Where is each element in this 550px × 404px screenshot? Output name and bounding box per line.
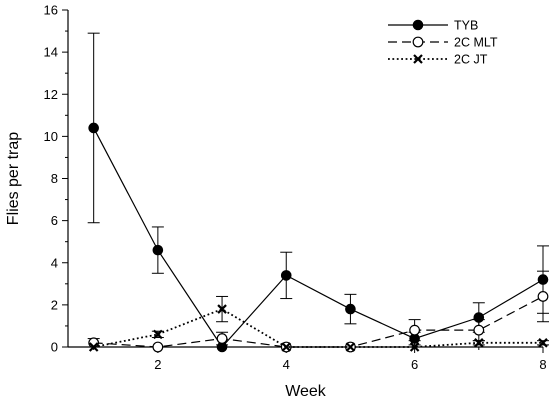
legend-marker: [413, 54, 423, 64]
legend: TYB 2C MLT 2C JT: [388, 19, 498, 67]
legend-item: 2C MLT: [388, 36, 498, 50]
y-tick-label: 0: [51, 340, 58, 355]
data-point: [474, 338, 484, 348]
data-point: [88, 342, 99, 352]
data-point: [345, 342, 356, 352]
axes: 0 2 4 6 8 10 12 14 16 2 4 6 8 Week Flies per trap: [5, 3, 547, 401]
data-point: [153, 329, 163, 340]
x-marker-stroke: [217, 304, 227, 314]
data-point: [281, 342, 292, 352]
x-marker-stroke: [413, 54, 423, 64]
legend-item: 2C JT: [388, 53, 488, 67]
data-point: [538, 338, 548, 348]
data-point: [88, 122, 99, 134]
series-tyb: [87, 32, 549, 353]
legend-marker: [412, 19, 424, 31]
series-layer: [87, 32, 549, 353]
y-tick-label: 6: [51, 213, 58, 228]
data-point: [537, 291, 549, 302]
legend-label: 2C JT: [454, 53, 488, 67]
x-tick-label: 6: [411, 357, 418, 372]
data-point: [216, 333, 228, 344]
y-tick-label: 4: [51, 255, 58, 270]
series-2c-mlt: [87, 270, 549, 353]
y-tick-label: 12: [44, 87, 58, 102]
data-point: [152, 341, 164, 353]
x-marker-stroke: [88, 342, 99, 352]
y-tick-label: 8: [51, 171, 58, 186]
series-line: [93, 295, 544, 348]
series-line: [93, 127, 544, 348]
x-marker-stroke: [153, 329, 163, 340]
x-tick-label: 2: [154, 357, 161, 372]
x-tick-label: 8: [539, 357, 546, 372]
data-point: [473, 324, 485, 336]
y-tick-label: 16: [44, 3, 58, 18]
x-marker-stroke: [281, 342, 292, 352]
y-axis-title: Flies per trap: [5, 132, 22, 225]
data-point: [152, 244, 164, 256]
legend-item: TYB: [388, 19, 478, 33]
data-point: [345, 303, 356, 315]
y-tick-label: 10: [44, 129, 58, 144]
x-marker-stroke: [409, 342, 420, 352]
data-point: [280, 270, 292, 281]
legend-marker: [412, 36, 424, 48]
x-marker-stroke: [474, 338, 484, 348]
x-tick-label: 4: [283, 357, 290, 372]
data-point: [217, 304, 227, 314]
y-tick-label: 14: [44, 45, 58, 60]
data-point: [409, 342, 420, 352]
legend-label: 2C MLT: [454, 36, 498, 50]
y-tick-label: 2: [51, 297, 58, 312]
x-marker-stroke: [345, 342, 356, 352]
x-axis-title: Week: [285, 383, 327, 400]
data-point: [409, 324, 421, 336]
x-marker-stroke: [538, 338, 548, 348]
legend-label: TYB: [454, 19, 478, 33]
series-2c-jt: [88, 295, 549, 352]
